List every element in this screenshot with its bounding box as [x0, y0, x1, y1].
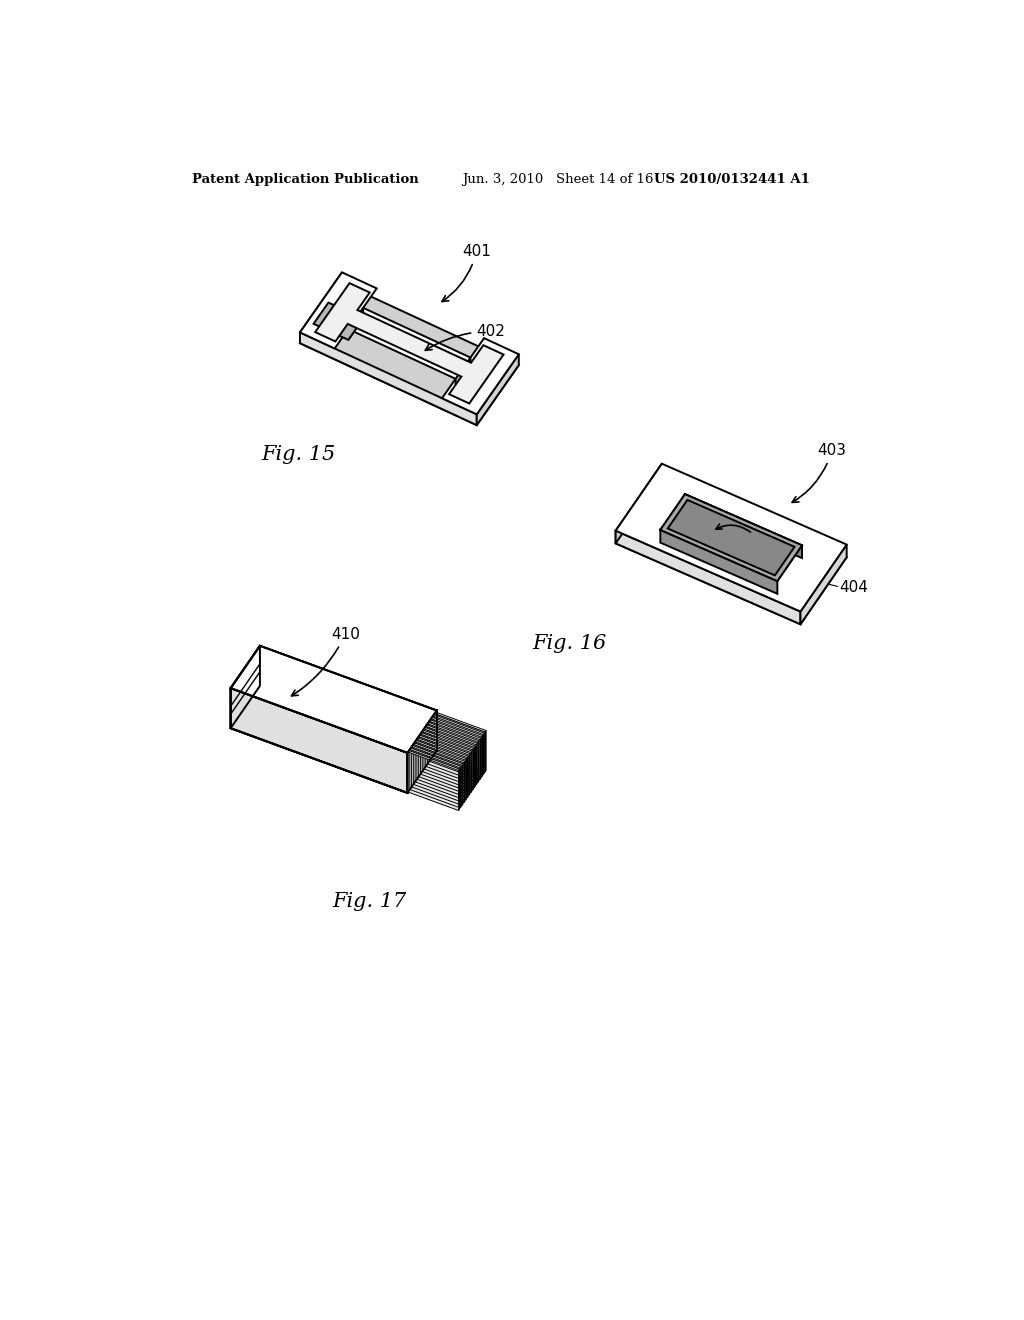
Polygon shape — [422, 730, 474, 750]
Polygon shape — [660, 494, 802, 581]
Polygon shape — [429, 719, 481, 739]
Polygon shape — [429, 721, 480, 780]
Polygon shape — [801, 545, 847, 624]
Polygon shape — [313, 302, 364, 339]
Polygon shape — [414, 744, 464, 803]
Polygon shape — [431, 717, 482, 737]
Polygon shape — [412, 746, 463, 766]
Polygon shape — [426, 726, 476, 785]
Polygon shape — [230, 688, 408, 793]
Polygon shape — [433, 715, 483, 775]
Polygon shape — [424, 727, 475, 747]
Text: Fig. 17: Fig. 17 — [332, 892, 407, 911]
Polygon shape — [421, 734, 471, 792]
Polygon shape — [300, 284, 519, 425]
Polygon shape — [300, 272, 342, 343]
Polygon shape — [660, 529, 777, 594]
Polygon shape — [417, 739, 467, 797]
Polygon shape — [668, 500, 795, 576]
Polygon shape — [428, 723, 478, 783]
Text: 402: 402 — [425, 323, 505, 350]
Polygon shape — [408, 751, 460, 771]
Polygon shape — [315, 284, 504, 404]
Polygon shape — [428, 722, 479, 742]
Polygon shape — [417, 738, 468, 758]
Polygon shape — [685, 494, 802, 558]
Polygon shape — [419, 737, 469, 795]
Polygon shape — [348, 308, 364, 339]
Polygon shape — [415, 741, 467, 760]
Polygon shape — [422, 731, 473, 789]
Polygon shape — [408, 752, 459, 810]
Text: 401: 401 — [442, 244, 492, 301]
Polygon shape — [230, 645, 260, 729]
Text: Fig. 15: Fig. 15 — [261, 445, 336, 465]
Text: 410: 410 — [292, 627, 359, 696]
Polygon shape — [615, 463, 847, 611]
Polygon shape — [410, 750, 461, 808]
Text: Jun. 3, 2010   Sheet 14 of 16: Jun. 3, 2010 Sheet 14 of 16 — [462, 173, 653, 186]
Polygon shape — [415, 742, 466, 800]
Polygon shape — [615, 463, 662, 544]
Polygon shape — [300, 333, 477, 425]
Text: 403: 403 — [793, 444, 847, 503]
Polygon shape — [660, 494, 802, 581]
Polygon shape — [426, 725, 477, 744]
Polygon shape — [431, 718, 481, 777]
Text: Fig. 16: Fig. 16 — [532, 634, 606, 653]
Polygon shape — [615, 477, 847, 624]
Polygon shape — [477, 354, 519, 425]
Polygon shape — [419, 735, 470, 755]
Polygon shape — [456, 358, 470, 389]
Polygon shape — [412, 747, 462, 805]
Text: 404: 404 — [840, 581, 868, 595]
Polygon shape — [260, 645, 436, 751]
Polygon shape — [230, 686, 436, 793]
Polygon shape — [230, 645, 436, 752]
Polygon shape — [424, 729, 474, 788]
Polygon shape — [434, 711, 486, 733]
Polygon shape — [421, 733, 472, 752]
Text: US 2010/0132441 A1: US 2010/0132441 A1 — [654, 173, 810, 186]
Text: Patent Application Publication: Patent Application Publication — [193, 173, 419, 186]
Polygon shape — [410, 748, 461, 768]
Polygon shape — [615, 531, 801, 624]
Polygon shape — [414, 743, 465, 763]
Polygon shape — [433, 714, 484, 734]
Polygon shape — [434, 714, 485, 772]
Polygon shape — [300, 272, 519, 414]
